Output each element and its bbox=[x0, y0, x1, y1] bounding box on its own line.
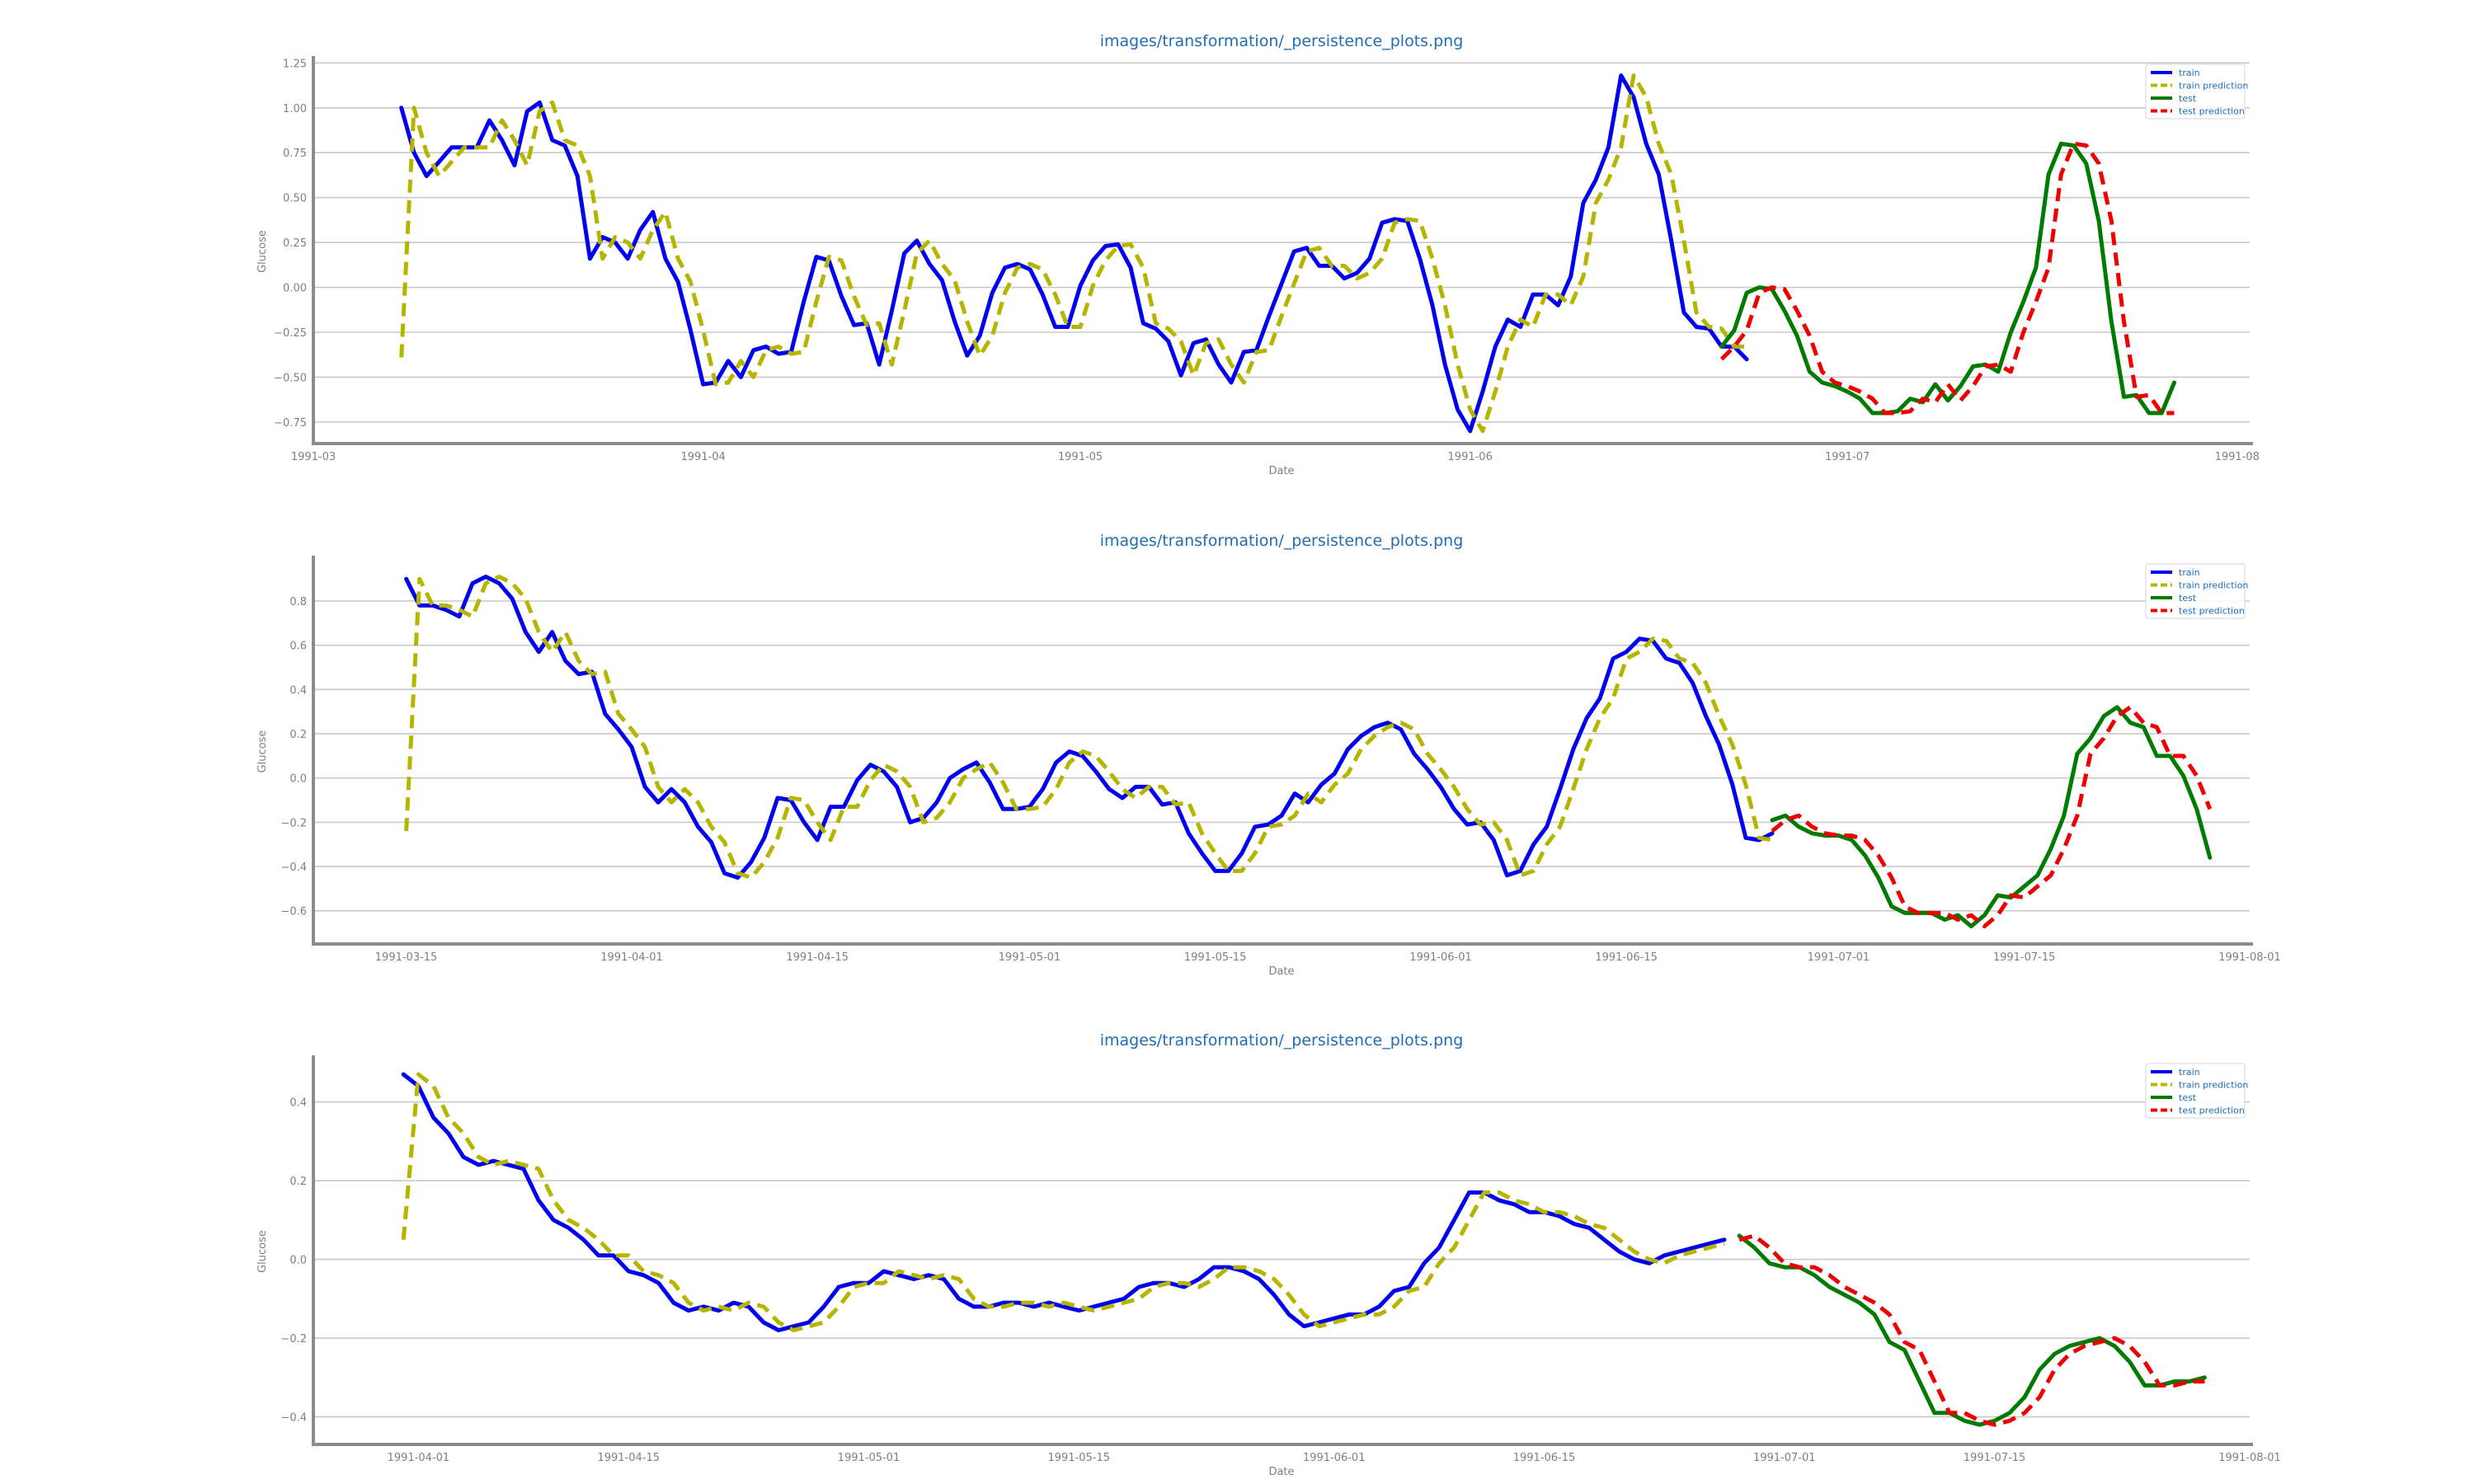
chart-panel-1: 1.25 1.00 0.75 0.50 0.25 0.00 −0.25 −0.50 −0.75 1… bbox=[256, 32, 2260, 477]
legend-frame bbox=[2145, 563, 2246, 619]
y-tick-label: −0.25 bbox=[274, 327, 307, 340]
series-line-train bbox=[401, 1072, 1727, 1332]
x-tick-label: 1991-05-15 bbox=[1184, 951, 1247, 964]
x-tick-label: 1991-07-01 bbox=[1808, 951, 1870, 964]
y-tick-label: 0.75 bbox=[283, 148, 307, 160]
x-tick-label: 1991-04-01 bbox=[388, 1452, 450, 1464]
y-tick-label: 0.2 bbox=[289, 729, 307, 741]
y-tick-label: −0.4 bbox=[280, 862, 307, 874]
chart-panel-2: 0.8 0.6 0.4 0.2 0.0 −0.2 −0.4 −0.6 1991-03-15 199… bbox=[256, 532, 2281, 978]
x-tick-label: 1991-06-15 bbox=[1595, 951, 1658, 964]
x-tick-label: 1991-07-15 bbox=[1993, 951, 2056, 964]
y-tick-label: −0.2 bbox=[280, 1333, 307, 1345]
x-tick-label: 1991-07-01 bbox=[1753, 1452, 1816, 1464]
y-tick-label: 0.0 bbox=[289, 773, 307, 786]
legend-entry: test prediction bbox=[2179, 1106, 2245, 1116]
series-line-train-prediction bbox=[401, 1072, 1725, 1332]
chart-title: images/transformation/_persistence_plots… bbox=[1100, 1031, 1464, 1050]
x-axis-label: Date bbox=[1268, 1466, 1294, 1478]
chart-title: images/transformation/_persistence_plots… bbox=[1100, 532, 1464, 550]
y-tick-label: 0.8 bbox=[289, 596, 307, 608]
x-tick-label: 1991-04 bbox=[680, 451, 725, 463]
y-axis-label: Glucose bbox=[256, 1230, 269, 1273]
legend-entry: test prediction bbox=[2179, 106, 2245, 117]
series-line-train-prediction bbox=[399, 73, 1747, 434]
legend: train train prediction test test prediction bbox=[2145, 563, 2248, 619]
y-tick-label: −0.75 bbox=[274, 417, 307, 430]
y-tick-label: 0.4 bbox=[289, 684, 307, 697]
legend-entry: train bbox=[2179, 1067, 2200, 1078]
legend-frame bbox=[2145, 63, 2246, 120]
y-tick-label: −0.4 bbox=[280, 1412, 307, 1425]
x-tick-label: 1991-04-15 bbox=[597, 1452, 660, 1464]
chart-title: images/transformation/_persistence_plots… bbox=[1100, 32, 1464, 50]
x-tick-label: 1991-08-01 bbox=[2218, 951, 2281, 964]
legend-frame bbox=[2145, 1063, 2246, 1119]
series-line-test bbox=[1719, 141, 2176, 416]
chart-panel-3: 0.4 0.2 0.0 −0.2 −0.4 1991-04-01 1991-04-15 199… bbox=[256, 1031, 2281, 1478]
x-tick-label: 1991-05-01 bbox=[999, 951, 1061, 964]
x-tick-label: 1991-05-15 bbox=[1047, 1452, 1110, 1464]
x-tick-label: 1991-07-15 bbox=[1964, 1452, 2026, 1464]
y-tick-label: 0.0 bbox=[289, 1255, 307, 1267]
x-tick-label: 1991-06-15 bbox=[1513, 1452, 1576, 1464]
y-tick-label: 0.2 bbox=[289, 1176, 307, 1188]
y-tick-label: 1.25 bbox=[283, 58, 307, 70]
x-tick-label: 1991-04-01 bbox=[600, 951, 663, 964]
series-line-train bbox=[404, 575, 1775, 880]
legend-entry: train prediction bbox=[2179, 1080, 2248, 1091]
x-tick-label: 1991-06-01 bbox=[1303, 1452, 1366, 1464]
y-axis-label: Glucose bbox=[256, 230, 269, 273]
legend-entry: test bbox=[2179, 93, 2197, 104]
y-tick-label: 1.00 bbox=[283, 103, 307, 115]
x-tick-label: 1991-08-01 bbox=[2218, 1452, 2281, 1464]
legend-entry: train bbox=[2179, 567, 2200, 578]
series-line-test-prediction bbox=[1771, 705, 2213, 928]
y-tick-label: −0.2 bbox=[280, 817, 307, 829]
x-tick-label: 1991-03 bbox=[291, 451, 336, 463]
x-tick-label: 1991-06-01 bbox=[1409, 951, 1472, 964]
x-tick-label: 1991-08 bbox=[2215, 451, 2260, 463]
series-line-train-prediction bbox=[404, 575, 1773, 880]
y-tick-label: 0.00 bbox=[283, 283, 307, 295]
legend-entry: train prediction bbox=[2179, 580, 2248, 591]
series-line-test bbox=[1770, 705, 2213, 928]
y-tick-label: 0.4 bbox=[289, 1097, 307, 1110]
y-tick-label: 0.25 bbox=[283, 237, 307, 250]
legend-entry: test bbox=[2179, 593, 2197, 603]
x-tick-label: 1991-03-15 bbox=[375, 951, 438, 964]
legend-entry: test bbox=[2179, 1092, 2197, 1103]
x-tick-label: 1991-05 bbox=[1058, 451, 1103, 463]
legend-entry: train prediction bbox=[2179, 81, 2248, 92]
y-tick-label: 0.6 bbox=[289, 641, 307, 653]
series-line-test-prediction bbox=[1719, 141, 2175, 416]
x-tick-label: 1991-04-15 bbox=[786, 951, 849, 964]
y-tick-label: −0.50 bbox=[274, 372, 307, 384]
x-axis-label: Date bbox=[1268, 965, 1294, 978]
legend-entry: test prediction bbox=[2179, 606, 2245, 617]
x-tick-label: 1991-06 bbox=[1448, 451, 1493, 463]
x-tick-label: 1991-05-01 bbox=[838, 1452, 901, 1464]
y-tick-label: −0.6 bbox=[280, 906, 307, 918]
legend-entry: train bbox=[2179, 68, 2200, 78]
series-line-test bbox=[1737, 1233, 2207, 1427]
series-line-test-prediction bbox=[1738, 1233, 2205, 1427]
y-axis-label: Glucose bbox=[256, 730, 269, 773]
x-axis-label: Date bbox=[1268, 465, 1294, 477]
y-tick-label: 0.50 bbox=[283, 193, 307, 205]
x-tick-label: 1991-07 bbox=[1825, 451, 1870, 463]
